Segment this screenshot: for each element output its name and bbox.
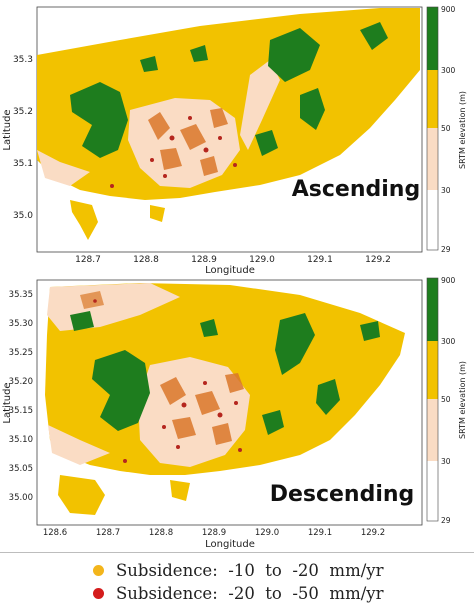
ascending-forest bbox=[70, 82, 128, 158]
colorbar-label: SRTM elevation (m) bbox=[458, 361, 467, 439]
ascending-y-ticks: 35.3 35.2 35.1 35.0 bbox=[13, 55, 33, 221]
descending-forest bbox=[200, 319, 218, 337]
colorbar-tick-label: 50 bbox=[441, 395, 451, 404]
x-tick-label: 128.7 bbox=[96, 528, 120, 538]
ascending-forest bbox=[360, 22, 388, 50]
x-tick-label: 129.0 bbox=[249, 255, 275, 265]
y-tick-label: 35.30 bbox=[9, 319, 33, 329]
descending-x-axis-label: Longitude bbox=[205, 539, 255, 550]
legend-label: Subsidence: -10 to -20 mm/yr bbox=[116, 560, 384, 580]
y-tick-label: 35.3 bbox=[13, 55, 33, 65]
descending-forest bbox=[92, 350, 150, 431]
y-tick-label: 35.00 bbox=[9, 493, 33, 503]
x-tick-label: 129.2 bbox=[365, 255, 391, 265]
red-dot-icon bbox=[93, 587, 104, 599]
descending-colorbar: 900 300 50 30 29 SRTM elevation (m) bbox=[426, 276, 467, 525]
y-tick-label: 35.10 bbox=[9, 435, 33, 445]
ascending-forest bbox=[300, 88, 325, 130]
ascending-panel: Ascending 35.3 35.2 35.1 35.0 128.7 128.… bbox=[0, 0, 474, 276]
ascending-forest bbox=[190, 45, 208, 62]
y-tick-label: 35.25 bbox=[9, 348, 33, 358]
descending-forest bbox=[316, 379, 340, 415]
ascending-island bbox=[70, 200, 98, 240]
ascending-y-axis-label: Latitude bbox=[2, 109, 13, 150]
subsidence-legend: Subsidence: -10 to -20 mm/yr Subsidence:… bbox=[0, 552, 474, 606]
colorbar-tick-label: 50 bbox=[441, 124, 451, 133]
legend-item-subsidence-10-20: Subsidence: -10 to -20 mm/yr bbox=[93, 560, 383, 580]
colorbar-tick-label: 900 bbox=[441, 276, 456, 285]
y-tick-label: 35.0 bbox=[13, 211, 33, 221]
descending-forest bbox=[70, 311, 94, 331]
ascending-colorbar: 900 300 50 30 29 SRTM elevation (m) bbox=[426, 5, 467, 254]
descending-y-axis-label: Latitude bbox=[2, 382, 13, 423]
x-tick-label: 128.8 bbox=[149, 528, 173, 538]
y-tick-label: 35.05 bbox=[9, 464, 33, 474]
descending-island bbox=[170, 480, 190, 501]
colorbar-tick-label: 29 bbox=[441, 245, 451, 254]
y-tick-label: 35.35 bbox=[9, 290, 33, 300]
x-tick-label: 128.8 bbox=[133, 255, 159, 265]
x-tick-label: 128.9 bbox=[191, 255, 217, 265]
ascending-subsidence-cluster bbox=[110, 108, 237, 188]
y-tick-label: 35.2 bbox=[13, 107, 33, 117]
y-tick-label: 35.1 bbox=[13, 159, 33, 169]
ascending-island bbox=[150, 205, 165, 222]
colorbar-tick-label: 30 bbox=[441, 457, 451, 466]
descending-title: Descending bbox=[270, 482, 415, 507]
x-tick-label: 128.7 bbox=[75, 255, 101, 265]
orange-dot-icon bbox=[93, 564, 104, 576]
colorbar-tick-label: 900 bbox=[441, 5, 456, 14]
x-tick-label: 129.0 bbox=[255, 528, 279, 538]
ascending-forest bbox=[268, 28, 320, 82]
ascending-x-ticks: 128.7 128.8 128.9 129.0 129.1 129.2 bbox=[75, 255, 391, 265]
ascending-x-axis-label: Longitude bbox=[205, 265, 255, 275]
x-tick-label: 129.1 bbox=[308, 528, 332, 538]
descending-x-ticks: 128.6 128.7 128.8 128.9 129.0 129.1 129.… bbox=[43, 528, 385, 538]
legend-label: Subsidence: -20 to -50 mm/yr bbox=[116, 583, 384, 603]
ascending-forest bbox=[255, 130, 278, 156]
descending-forest bbox=[262, 410, 284, 435]
descending-forest bbox=[360, 321, 380, 341]
descending-forest bbox=[275, 313, 315, 375]
colorbar-tick-label: 300 bbox=[441, 66, 456, 75]
ascending-map: Ascending 35.3 35.2 35.1 35.0 128.7 128.… bbox=[2, 5, 467, 276]
colorbar-tick-label: 300 bbox=[441, 337, 456, 346]
x-tick-label: 128.9 bbox=[202, 528, 226, 538]
descending-panel: Descending 35.35 35.30 35.25 35.20 35.15… bbox=[0, 275, 474, 550]
descending-map: Descending 35.35 35.30 35.25 35.20 35.15… bbox=[2, 276, 467, 550]
x-tick-label: 129.1 bbox=[307, 255, 333, 265]
ascending-forest bbox=[140, 56, 158, 72]
ascending-title: Ascending bbox=[292, 177, 420, 202]
y-tick-label: 35.20 bbox=[9, 377, 33, 387]
descending-island bbox=[58, 475, 105, 515]
descending-y-ticks: 35.35 35.30 35.25 35.20 35.15 35.10 35.0… bbox=[9, 290, 33, 503]
y-tick-label: 35.15 bbox=[9, 406, 33, 416]
ascending-land bbox=[37, 8, 420, 200]
legend-item-subsidence-20-50: Subsidence: -20 to -50 mm/yr bbox=[93, 583, 383, 603]
descending-lowland bbox=[48, 425, 110, 465]
colorbar-tick-label: 30 bbox=[441, 186, 451, 195]
colorbar-label: SRTM elevation (m) bbox=[458, 91, 467, 169]
colorbar-tick-label: 29 bbox=[441, 516, 451, 525]
x-tick-label: 129.2 bbox=[361, 528, 385, 538]
ascending-lowland bbox=[240, 60, 280, 150]
ascending-lowland bbox=[37, 150, 90, 186]
descending-subsidence-cluster bbox=[80, 291, 244, 463]
x-tick-label: 128.6 bbox=[43, 528, 67, 538]
